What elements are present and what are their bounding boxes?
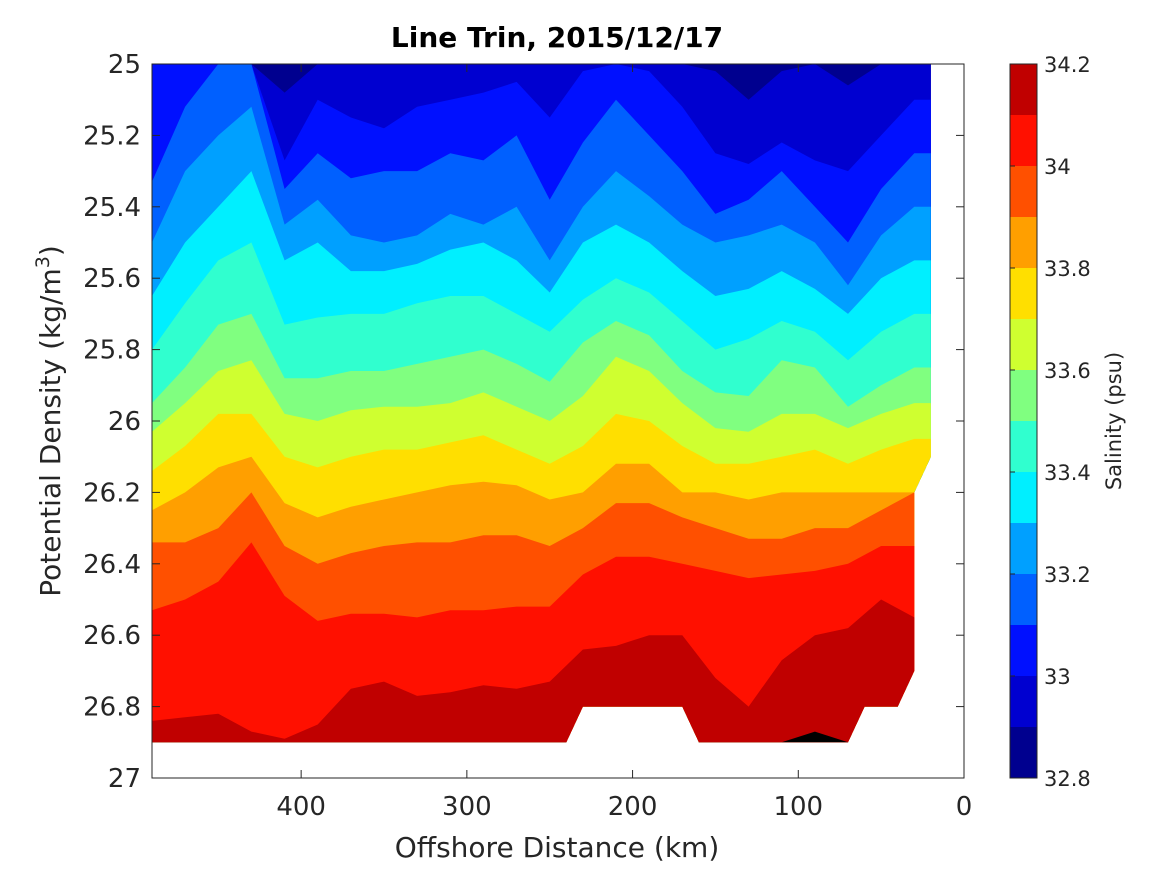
chart-title: Line Trin, 2015/12/17 (391, 21, 723, 54)
colorbar: 32.8 33 33.2 33.4 33.6 33.8 34 34.2 (1009, 53, 1091, 791)
x-tick-label: 100 (773, 792, 823, 822)
colorbar-tick-label: 33 (1044, 665, 1071, 689)
y-tick-label: 25 (108, 50, 141, 80)
colorbar-tick-label: 33.8 (1044, 257, 1091, 281)
x-tick-label: 0 (956, 792, 973, 822)
colorbar-swatch-33-33.1 (1010, 625, 1037, 676)
y-axis-title-superscript: 3 (32, 256, 54, 268)
colorbar-swatch-33.5-33.6 (1010, 370, 1037, 421)
y-tick-label: 26 (108, 407, 141, 437)
colorbar-swatch-34.1-34.2 (1010, 64, 1037, 115)
y-tick-label: 26.2 (83, 478, 141, 508)
x-axis: 400 300 200 100 0 (276, 64, 972, 822)
x-tick-label: 300 (442, 792, 492, 822)
x-tick-label: 400 (276, 792, 326, 822)
y-axis: 25 25.2 25.4 25.6 25.8 26 26.2 26.4 26.6 26.8 27 (83, 50, 964, 794)
colorbar-swatch-33.9-34 (1010, 166, 1037, 217)
salinity-bands (152, 64, 931, 743)
y-tick-label: 25.2 (83, 121, 141, 151)
y-tick-label: 26.6 (83, 621, 141, 651)
colorbar-swatch-32.8-32.9 (1010, 727, 1037, 778)
x-tick-label: 200 (608, 792, 658, 822)
y-tick-label: 27 (108, 764, 141, 794)
x-axis-title: Offshore Distance (km) (395, 831, 720, 864)
y-tick-label: 25.8 (83, 336, 141, 366)
y-axis-title-close: ) (34, 245, 67, 256)
colorbar-swatch-34-34.1 (1010, 115, 1037, 166)
colorbar-tick-label: 33.6 (1044, 359, 1091, 383)
colorbar-swatch-33.3-33.4 (1010, 472, 1037, 523)
colorbar-tick-label: 32.8 (1044, 767, 1091, 791)
y-tick-label: 25.6 (83, 264, 141, 294)
colorbar-frame (1009, 63, 1038, 779)
y-tick-label: 26.8 (83, 693, 141, 723)
colorbar-swatch-33.2-33.3 (1010, 523, 1037, 574)
colorbar-tick-label: 34.2 (1044, 53, 1091, 77)
band-34.1-34.2 (152, 599, 931, 743)
colorbar-title: Salinity (psu) (1102, 352, 1126, 490)
colorbar-swatch-33.8-33.9 (1010, 217, 1037, 268)
colorbar-swatch-32.9-33 (1010, 676, 1037, 727)
colorbar-swatch-33.1-33.2 (1010, 574, 1037, 625)
colorbar-tick-label: 33.4 (1044, 461, 1091, 485)
colorbar-swatch-33.4-33.5 (1010, 421, 1037, 472)
y-tick-label: 26.4 (83, 550, 141, 580)
y-axis-title: Potential Density (kg/m3) (32, 245, 67, 597)
colorbar-swatch-33.7-33.8 (1010, 268, 1037, 319)
y-tick-label: 25.4 (83, 193, 141, 223)
y-axis-title-main: Potential Density (kg/m (34, 268, 67, 597)
colorbar-swatch-33.6-33.7 (1010, 319, 1037, 370)
colorbar-tick-label: 33.2 (1044, 563, 1091, 587)
colorbar-tick-label: 34 (1044, 155, 1071, 179)
